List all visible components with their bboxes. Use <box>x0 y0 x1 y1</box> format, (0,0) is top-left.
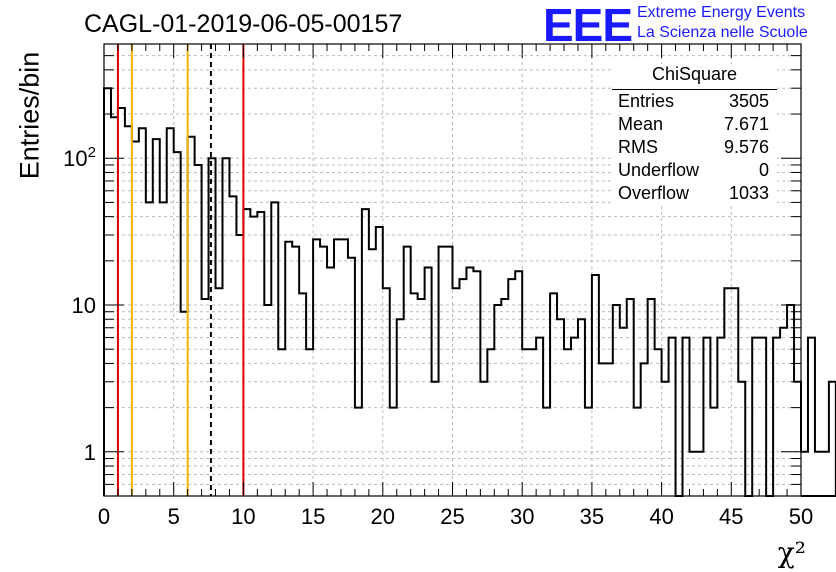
x-tick-label: 30 <box>510 504 534 529</box>
x-tick-label: 25 <box>440 504 464 529</box>
axis-ticks <box>103 43 802 497</box>
stats-row: Overflow 1033 <box>612 182 777 205</box>
histogram-step-line <box>103 87 836 497</box>
x-tick-label: 50 <box>789 504 813 529</box>
stats-label: Entries <box>618 91 675 111</box>
logo-line-1: Extreme Energy Events <box>637 4 806 21</box>
x-tick-label: 5 <box>168 504 180 529</box>
x-axis-label: χ² <box>777 536 806 569</box>
x-tick-label: 45 <box>719 504 743 529</box>
y-axis-label: Entries/bin <box>14 51 45 180</box>
histogram-bars <box>103 87 836 497</box>
stats-row: RMS 9.576 <box>612 136 777 159</box>
stats-value: 7.671 <box>723 114 769 134</box>
y-tick-label: 1 <box>84 440 96 465</box>
reference-lines <box>116 44 245 496</box>
stats-row: Underflow 0 <box>612 159 777 182</box>
x-tick-label: 20 <box>371 504 395 529</box>
histogram-title: CAGL-01-2019-06-05-00157 <box>84 10 403 38</box>
logo-line-2: La Scienza nelle Scuole <box>637 24 808 41</box>
stats-value: 0 <box>758 160 769 180</box>
x-tick-label: 40 <box>649 504 673 529</box>
stats-label: Overflow <box>618 183 690 203</box>
stats-value: 1033 <box>728 183 769 203</box>
stats-label: Mean <box>618 114 664 134</box>
stats-box: ChiSquare Entries 3505 Mean 7.671 RMS 9.… <box>612 64 777 205</box>
stats-name: ChiSquare <box>612 64 777 90</box>
x-tick-label: 0 <box>98 504 110 529</box>
stats-label: Underflow <box>618 160 700 180</box>
x-tick-label: 35 <box>580 504 604 529</box>
y-tick-label: 102 <box>63 144 96 171</box>
stats-row: Entries 3505 <box>612 90 777 113</box>
stats-row: Mean 7.671 <box>612 113 777 136</box>
stats-label: RMS <box>618 137 658 157</box>
y-tick-label: 10 <box>72 293 96 318</box>
x-tick-label: 10 <box>231 504 255 529</box>
x-tick-label: 15 <box>301 504 325 529</box>
stats-value: 3505 <box>728 91 769 111</box>
eee-logo-mark: EEE <box>543 0 633 51</box>
grid <box>104 43 801 497</box>
stats-value: 9.576 <box>723 137 769 157</box>
y-tick-exponent: 2 <box>88 144 96 161</box>
